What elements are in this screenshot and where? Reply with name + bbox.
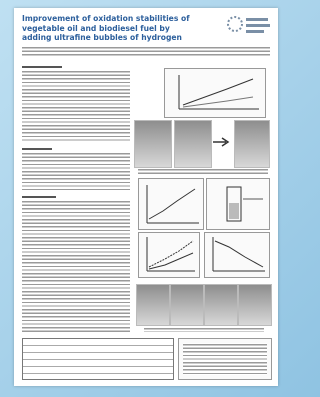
photo	[238, 284, 272, 326]
figure-chart	[204, 232, 270, 278]
authors	[22, 46, 270, 58]
figure-chart	[164, 68, 266, 118]
section-head	[22, 66, 62, 68]
photo	[174, 120, 212, 168]
photo	[234, 120, 270, 168]
logo	[226, 14, 272, 44]
section-head	[22, 148, 52, 150]
title: Improvement of oxidation stabilities of …	[22, 14, 222, 43]
schematic	[207, 179, 269, 229]
title-line: adding ultrafine bubbles of hydrogen	[22, 33, 222, 43]
table	[22, 338, 174, 380]
figure-chart	[138, 232, 200, 278]
title-line: Improvement of oxidation stabilities of	[22, 14, 222, 24]
photo	[170, 284, 204, 326]
page: Improvement of oxidation stabilities of …	[0, 0, 292, 397]
figure-schematic	[206, 178, 270, 230]
caption	[138, 168, 268, 174]
poster: Improvement of oxidation stabilities of …	[14, 8, 278, 386]
chart-sketch	[165, 69, 265, 117]
caption	[144, 327, 264, 332]
text-block	[22, 200, 130, 332]
chart-sketch	[139, 179, 203, 229]
figure-chart	[138, 178, 204, 230]
photo	[204, 284, 238, 326]
chart-sketch	[205, 233, 269, 277]
text-block	[183, 343, 267, 375]
photo	[136, 284, 170, 326]
arrow	[212, 136, 232, 148]
section-head	[22, 196, 56, 198]
conclusion-box	[178, 338, 272, 380]
photo	[134, 120, 172, 168]
text-block	[22, 152, 130, 190]
title-line: vegetable oil and biodiesel fuel by	[22, 24, 222, 34]
text-block	[22, 70, 130, 142]
chart-sketch	[139, 233, 199, 277]
